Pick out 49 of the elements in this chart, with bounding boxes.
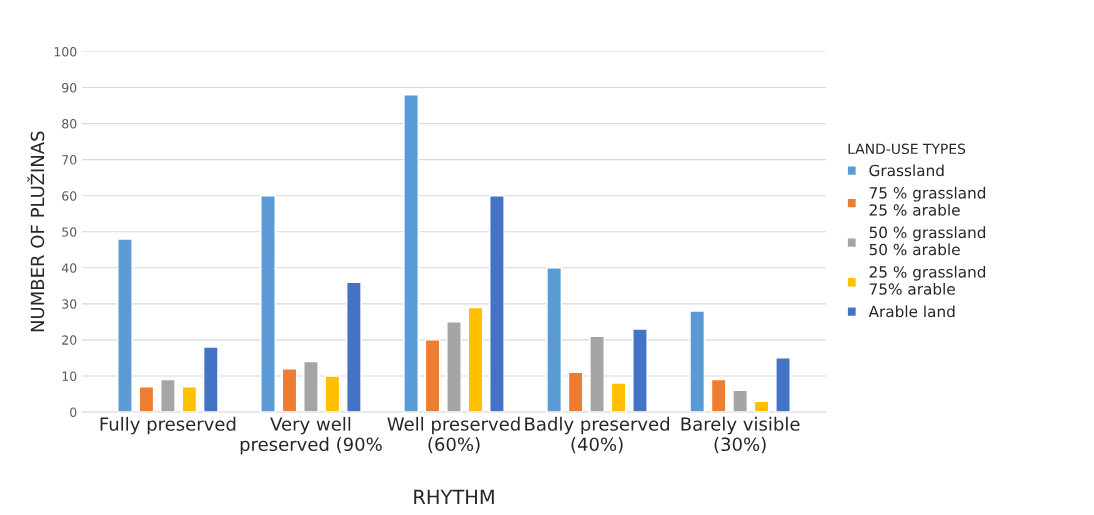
y-tick-label: 30: [62, 299, 77, 309]
bar: [260, 195, 276, 412]
bar: [632, 328, 648, 412]
y-tick-label: 10: [62, 371, 77, 381]
x-tick-label: Fully preserved: [100, 416, 236, 435]
bar: [324, 375, 341, 412]
legend-label: 50 % grassland 50 % arable: [869, 226, 986, 256]
bar: [732, 389, 748, 412]
bar: [160, 378, 176, 412]
bar: [138, 386, 155, 412]
bar: [446, 321, 462, 412]
bar: [202, 346, 219, 412]
bar: [610, 382, 627, 412]
bar: [567, 371, 584, 412]
bar: [117, 238, 133, 412]
bar: [303, 360, 319, 412]
legend-title: LAND-USE TYPES: [848, 143, 966, 155]
x-axis-title: RHYTHM: [414, 489, 494, 505]
y-tick-label: 70: [62, 155, 77, 165]
y-tick-label: 40: [61, 263, 77, 273]
bar: [589, 335, 605, 412]
bar: [753, 400, 770, 412]
bar: [181, 386, 198, 412]
bar: [346, 281, 362, 412]
legend-label: Grassland: [869, 164, 944, 177]
legend-label: 75 % grassland 25 % arable: [869, 186, 986, 216]
bar: [489, 195, 505, 412]
y-axis-title: NUMBER OF PLUŽINAS: [27, 131, 45, 332]
y-tick-label: 90: [62, 83, 77, 93]
bar: [546, 267, 563, 412]
bar: [424, 339, 441, 412]
bar: [403, 94, 419, 412]
bar: [467, 306, 484, 412]
y-tick-label: 100: [54, 46, 77, 57]
x-tick-label: Very well preserved (90%: [240, 416, 382, 455]
y-tick-label: 50: [62, 227, 77, 237]
x-tick-label: Well preserved (60%): [387, 416, 520, 454]
y-tick-label: 0: [70, 407, 77, 417]
x-tick-label: Badly preserved (40%): [525, 416, 669, 454]
legend-label: Arable land: [868, 305, 955, 318]
legend-label: 25 % grassland 75% arable: [869, 265, 986, 295]
bar: [775, 357, 791, 412]
bar: [689, 310, 706, 412]
y-tick-label: 80: [62, 119, 77, 129]
bar: [710, 378, 727, 412]
x-tick-label: Barely visible (30%): [681, 416, 800, 454]
y-tick-label: 60: [62, 191, 77, 201]
bar: [281, 368, 298, 412]
y-tick-label: 20: [62, 335, 77, 345]
